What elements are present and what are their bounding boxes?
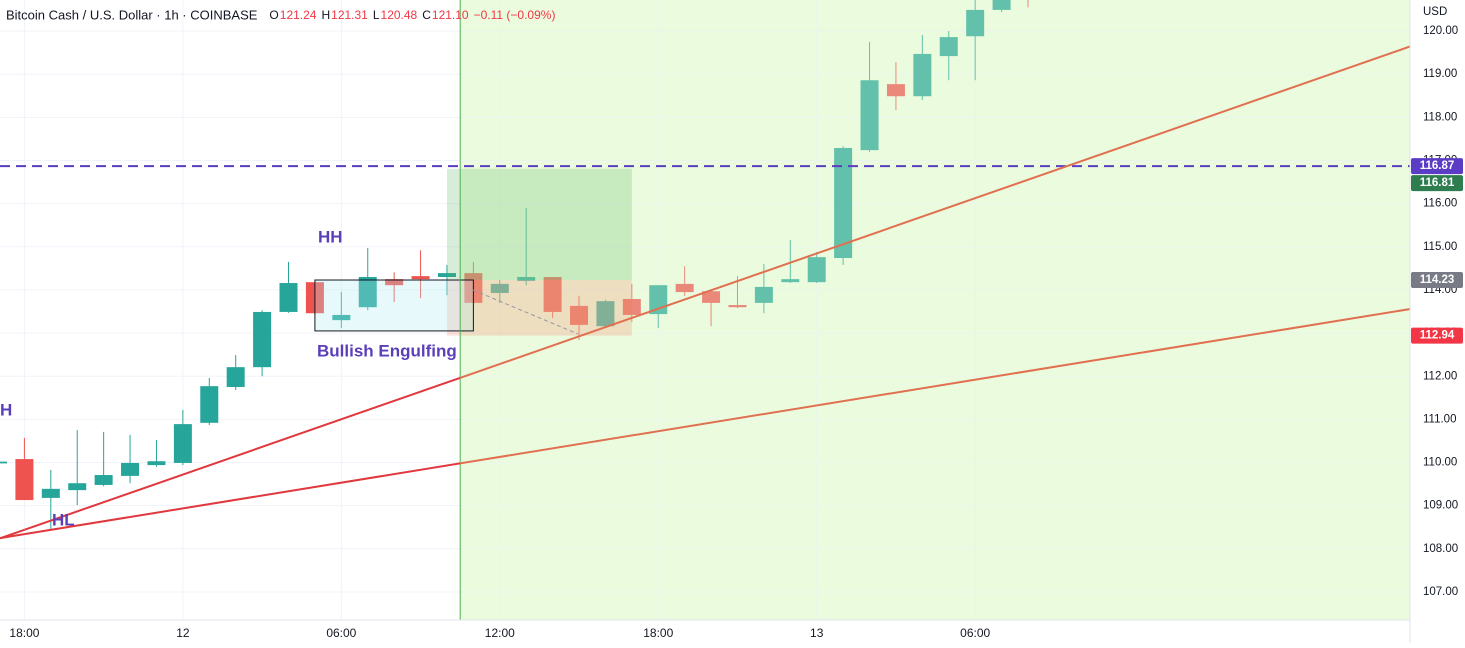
annotation: HH [318, 227, 343, 246]
x-tick-label: 06:00 [960, 626, 990, 640]
price-label: 114.23 [1420, 274, 1455, 286]
candle-body [68, 483, 87, 491]
y-tick-label: 109.00 [1423, 500, 1458, 512]
candle-body [860, 80, 879, 151]
candle-body [702, 291, 721, 303]
y-tick-label: 108.00 [1423, 543, 1458, 555]
annotation: Bullish Engulfing [317, 341, 457, 360]
price-label-bg [1411, 175, 1463, 192]
trendline [460, 308, 1410, 465]
candle-body [385, 279, 404, 286]
candle-body [807, 257, 826, 283]
y-tick-label: 111.00 [1423, 413, 1456, 425]
x-tick-label: 12 [176, 626, 190, 640]
trendline [24, 376, 460, 531]
x-tick-label: 12:00 [485, 626, 515, 640]
candle-body [834, 147, 853, 259]
y-tick-label: 107.00 [1423, 586, 1458, 598]
symbol-title: Bitcoin Cash / U.S. Dollar · 1h · COINBA… [6, 7, 258, 22]
y-tick-label: 120.00 [1423, 25, 1458, 37]
candle-body [41, 488, 60, 498]
annotation: HL [52, 510, 75, 529]
ohlc-key: L [373, 8, 380, 22]
candle-body [913, 53, 932, 97]
candle-body [570, 305, 589, 325]
ohlc-value: 121.10 [432, 8, 469, 22]
candle-body [517, 276, 536, 281]
trendline [460, 45, 1410, 379]
highlight-zone [460, 0, 1410, 620]
axis-background [1411, 0, 1465, 643]
position-target-zone [446, 168, 632, 281]
candle-body [253, 311, 272, 368]
price-label-bg [1411, 272, 1463, 289]
x-tick-label: 18:00 [9, 626, 39, 640]
candle-body [939, 37, 958, 57]
ohlc-value: 121.24 [280, 8, 317, 22]
zone-overlay [460, 0, 1410, 620]
candle-body [15, 459, 34, 501]
ohlc-value: 120.48 [381, 8, 418, 22]
candle-body [675, 283, 694, 293]
price-label: 116.81 [1420, 177, 1455, 189]
projection-arrow [472, 289, 579, 335]
y-tick-label: 115.00 [1423, 241, 1457, 253]
candle-body [728, 305, 747, 308]
candle-body [411, 276, 430, 280]
x-tick-label: 13 [810, 626, 824, 640]
ohlc-value: 121.31 [331, 8, 368, 22]
price-label-bg [1411, 158, 1463, 175]
ohlc-key: O [269, 8, 278, 22]
currency-label: USD [1423, 6, 1447, 18]
trendline-extension [0, 533, 25, 540]
y-tick-label: 112.00 [1423, 370, 1457, 382]
candle-body [781, 279, 800, 283]
header: Bitcoin Cash / U.S. Dollar · 1h · COINBA… [6, 7, 555, 22]
y-tick-label: 116.00 [1423, 198, 1457, 210]
candle-body [94, 475, 113, 485]
candle-body [543, 276, 562, 312]
engulfing-box [314, 279, 474, 332]
candle-body [358, 276, 377, 308]
candle-body [279, 283, 298, 312]
x-tick-label: 06:00 [326, 626, 356, 640]
price-label: 112.94 [1420, 330, 1455, 342]
candle-body [754, 286, 773, 303]
change-value: −0.11 (−0.09%) [474, 8, 556, 22]
candle-body [0, 461, 7, 464]
price-label-bg [1411, 327, 1463, 344]
ohlc-key: H [321, 8, 330, 22]
candle-body [226, 367, 245, 388]
axes: 107.00108.00109.00110.00111.00112.00113.… [9, 0, 1465, 643]
candle-body [121, 462, 140, 476]
candle-body [886, 84, 905, 97]
y-tick-label: 110.00 [1423, 457, 1457, 469]
candle-body [437, 273, 456, 277]
candle-body [966, 9, 985, 37]
ohlc-key: C [422, 8, 431, 22]
candle-body [173, 424, 192, 463]
candle-body [332, 314, 351, 321]
candle-body [992, 0, 1011, 10]
y-tick-label: 118.00 [1423, 111, 1457, 123]
price-label: 116.87 [1420, 160, 1455, 172]
annotation: H [0, 400, 12, 419]
candle-body [622, 298, 641, 315]
candle-body [147, 461, 166, 466]
x-tick-label: 18:00 [643, 626, 673, 640]
trendline [24, 462, 460, 536]
y-tick-label: 119.00 [1423, 68, 1457, 80]
candle-body [490, 283, 509, 293]
position-stop-zone [446, 280, 632, 336]
candle-body [596, 301, 615, 327]
candle-body [200, 386, 219, 423]
